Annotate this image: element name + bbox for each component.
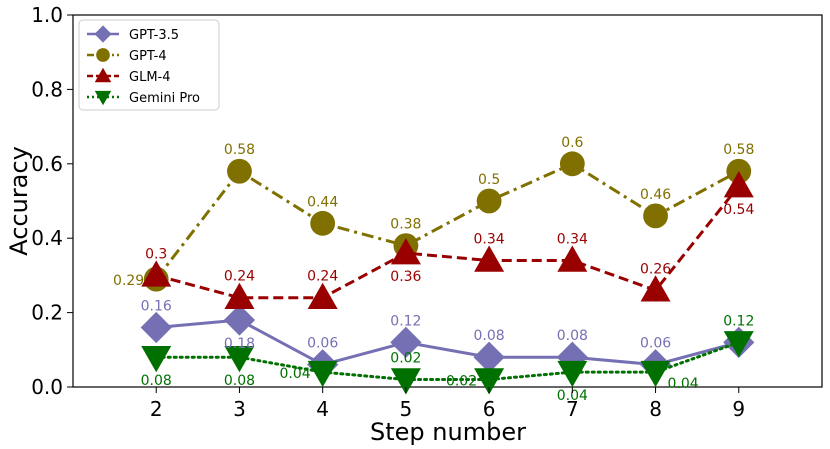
x-tick-label: 8 — [649, 397, 662, 421]
y-tick-label: 0.4 — [31, 226, 63, 250]
legend-label: GPT-3.5 — [129, 28, 179, 43]
data-label: 0.44 — [307, 194, 338, 210]
data-point — [390, 238, 421, 265]
data-point — [94, 67, 112, 83]
data-label: 0.12 — [390, 313, 421, 329]
y-tick-label: 0.2 — [31, 301, 63, 325]
legend-label: GLM-4 — [129, 70, 171, 85]
legend-label: GPT-4 — [129, 49, 167, 64]
series-line — [155, 162, 740, 281]
data-point — [723, 331, 754, 358]
data-label: 0.24 — [224, 269, 255, 285]
x-tick-label: 6 — [483, 397, 496, 421]
x-tick-label: 4 — [316, 397, 329, 421]
data-point — [557, 245, 588, 272]
data-point — [140, 311, 172, 344]
data-label: 0.08 — [224, 373, 255, 389]
plot-area — [72, 14, 823, 388]
series-gemini-pro — [141, 331, 754, 395]
data-label: 0.34 — [557, 232, 588, 248]
data-label: 0.6 — [561, 135, 583, 151]
data-label: 0.54 — [723, 202, 754, 218]
data-label: 0.02 — [390, 351, 421, 367]
data-label: 0.04 — [668, 376, 699, 392]
data-point — [224, 282, 255, 309]
x-tick-label: 5 — [400, 397, 413, 421]
series-layer — [140, 151, 755, 395]
data-label: 0.58 — [224, 142, 255, 158]
data-label: 0.08 — [557, 328, 588, 344]
data-label: 0.5 — [478, 172, 500, 188]
series-line — [154, 340, 741, 382]
axes-layer: 2 3 4 5 6 7 8 9 0.0 0.2 0.4 0.6 0.8 1.0 — [31, 3, 745, 421]
data-label: 0.58 — [723, 142, 754, 158]
data-point — [723, 171, 754, 198]
legend-label: Gemini Pro — [129, 91, 200, 106]
series-line — [155, 185, 740, 300]
data-point — [559, 151, 585, 177]
data-point — [640, 275, 671, 302]
data-label: 0.3 — [145, 246, 167, 262]
data-point — [310, 210, 336, 236]
data-point — [474, 245, 505, 272]
data-label: 0.02 — [446, 374, 477, 390]
data-label: 0.34 — [474, 232, 505, 248]
data-point — [94, 25, 112, 43]
y-tick-label: 0.0 — [31, 375, 63, 399]
data-point — [557, 360, 588, 388]
data-label: 0.18 — [224, 336, 255, 352]
data-point — [223, 304, 256, 336]
x-tick-label: 2 — [150, 397, 163, 421]
data-point — [141, 345, 172, 373]
y-axis-title: Accuracy — [5, 146, 33, 256]
data-label: 0.06 — [307, 336, 338, 352]
data-point — [96, 48, 110, 62]
data-label: 0.24 — [307, 269, 338, 285]
data-label: 0.04 — [279, 366, 310, 382]
data-point — [227, 158, 252, 184]
y-tick-label: 0.6 — [31, 152, 63, 176]
data-point — [640, 360, 671, 388]
data-label: 0.38 — [390, 217, 421, 233]
x-axis-title: Step number — [370, 418, 526, 446]
data-label: 0.08 — [141, 373, 172, 389]
data-point — [474, 368, 505, 395]
legend-box — [78, 19, 220, 111]
x-tick-label: 7 — [566, 397, 579, 421]
data-point — [307, 282, 338, 309]
data-label: 0.04 — [557, 388, 588, 404]
data-point — [643, 203, 668, 229]
data-point — [307, 360, 338, 388]
data-label: 0.26 — [640, 261, 671, 277]
x-tick-label: 3 — [233, 397, 246, 421]
data-point — [141, 260, 172, 287]
data-label: 0.46 — [640, 187, 671, 203]
data-labels-layer: 0.16 0.18 0.06 0.12 0.08 0.08 0.06 0.29 0.58 0.44… — [113, 135, 754, 404]
data-label: 0.08 — [474, 328, 505, 344]
data-point — [556, 341, 588, 373]
data-point — [390, 326, 422, 358]
legend: GPT-3.5 GPT-4 GLM-4 Gemini Pro — [78, 19, 220, 111]
data-point — [224, 345, 255, 373]
data-label: 0.06 — [640, 336, 671, 352]
data-label: 0.36 — [390, 269, 421, 285]
y-tick-label: 1.0 — [31, 3, 63, 27]
data-point — [473, 341, 505, 373]
x-tick-label: 9 — [732, 397, 745, 421]
data-point — [94, 90, 112, 106]
data-label: 0.29 — [113, 273, 144, 289]
plot-frame — [72, 14, 823, 388]
data-label: 0.16 — [141, 298, 172, 314]
data-label: 0.12 — [723, 313, 754, 329]
y-tick-label: 0.8 — [31, 77, 63, 101]
data-point — [476, 188, 502, 214]
series-glm-4 — [141, 171, 754, 309]
data-point — [390, 368, 421, 395]
